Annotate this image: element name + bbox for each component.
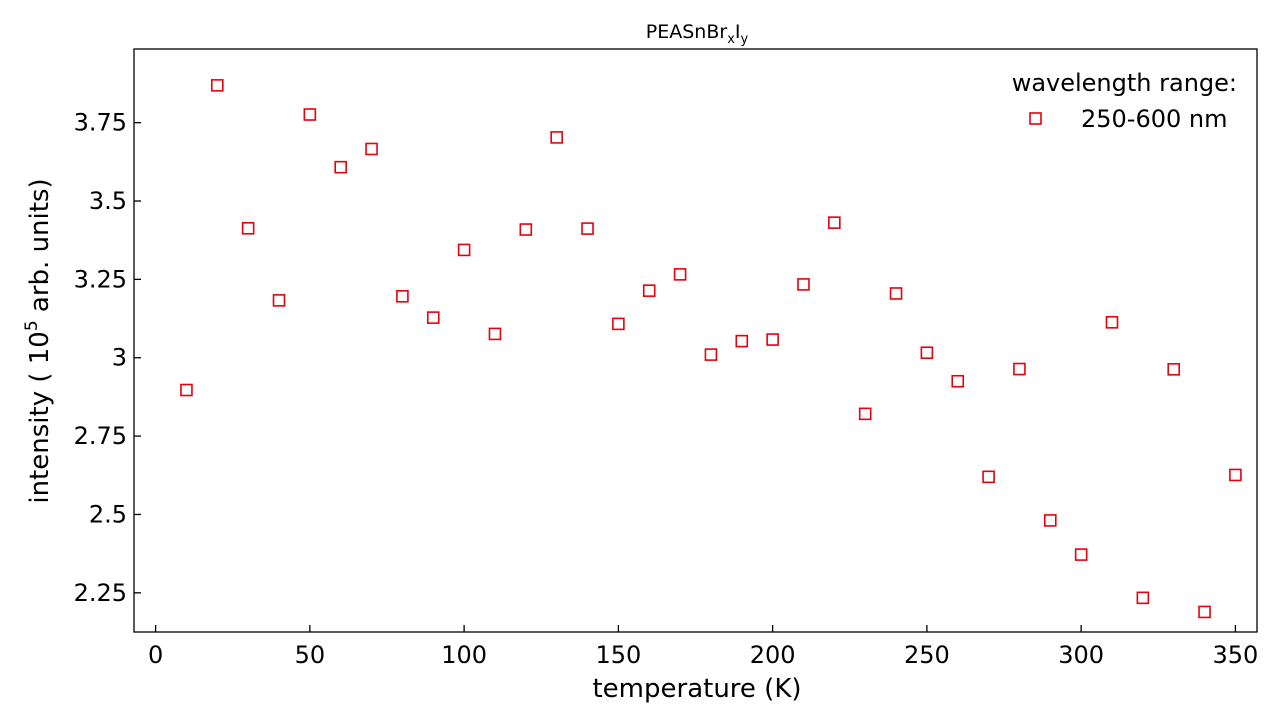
data-point: [180, 383, 193, 397]
y-tick-label: 2.75: [74, 422, 127, 450]
chart-title-main: PEASnBr: [646, 21, 728, 43]
data-point: [1136, 591, 1150, 605]
data-point: [426, 311, 440, 324]
legend: wavelength range: 250-600 nm: [1012, 69, 1237, 133]
data-point: [241, 221, 255, 235]
plot-area: [133, 48, 1258, 633]
data-point: [1074, 548, 1088, 561]
data-point: [673, 268, 687, 281]
data-point: [704, 348, 718, 361]
y-axis-label-exponent: 5: [22, 320, 42, 331]
data-point: [858, 407, 872, 421]
data-point: [519, 223, 533, 236]
x-tick-label: 300: [1058, 641, 1104, 669]
y-tick-label: 3.5: [89, 187, 127, 215]
data-point: [457, 243, 471, 257]
x-tick-label: 0: [148, 641, 163, 669]
data-point: [581, 222, 594, 235]
y-axis-label-suffix: arb. units): [25, 178, 55, 320]
data-point: [642, 284, 656, 297]
y-tick-label: 3.25: [74, 265, 127, 293]
chart-title-iodine: I: [735, 21, 741, 43]
data-point: [612, 317, 625, 331]
data-point: [1013, 362, 1026, 376]
y-tick-label: 3: [112, 344, 127, 372]
data-point: [334, 160, 348, 174]
data-point: [1167, 363, 1181, 376]
x-axis-label: temperature (K): [592, 674, 801, 704]
x-tick-label: 350: [1212, 641, 1258, 669]
chart-title-subscript-x: x: [727, 32, 735, 47]
data-point: [303, 108, 317, 121]
x-tick-label: 150: [595, 641, 641, 669]
y-tick-label: 3.75: [74, 109, 127, 137]
data-point: [982, 470, 995, 484]
data-point: [1198, 605, 1211, 619]
y-axis-label-prefix: intensity ( 10: [25, 331, 55, 503]
data-series-250-600-nm: [180, 79, 1242, 619]
x-axis: 0 50 100 150 200 250 300 350: [148, 625, 1258, 669]
legend-title: wavelength range:: [1012, 69, 1237, 97]
data-point: [797, 278, 810, 291]
y-axis-label: intensity ( 105 arb. units): [22, 178, 55, 503]
data-point: [920, 346, 934, 360]
data-point: [488, 327, 502, 341]
chart-title-subscript-y: y: [741, 32, 749, 47]
x-tick-label: 200: [750, 641, 796, 669]
data-point: [1043, 514, 1057, 527]
y-axis: 2.25 2.5 2.75 3 3.25 3.5 3.75: [74, 109, 141, 607]
data-point: [828, 216, 841, 229]
data-point: [550, 131, 563, 144]
data-point: [396, 290, 409, 303]
chart-title: PEASnBrxIy: [646, 21, 749, 47]
legend-entry-label: 250-600 nm: [1081, 105, 1228, 133]
y-tick-label: 2.25: [74, 579, 127, 607]
data-point: [365, 142, 378, 156]
legend-marker-square-icon: [1029, 112, 1042, 125]
x-tick-label: 100: [441, 641, 487, 669]
data-point: [210, 79, 224, 92]
y-tick-label: 2.5: [89, 500, 127, 528]
data-point: [889, 287, 903, 300]
data-point: [1229, 468, 1242, 482]
data-point: [735, 334, 749, 348]
x-tick-label: 50: [295, 641, 326, 669]
data-point: [272, 294, 286, 307]
data-point: [766, 333, 779, 346]
x-tick-label: 250: [904, 641, 950, 669]
data-point: [951, 374, 965, 388]
data-point: [1105, 316, 1119, 329]
